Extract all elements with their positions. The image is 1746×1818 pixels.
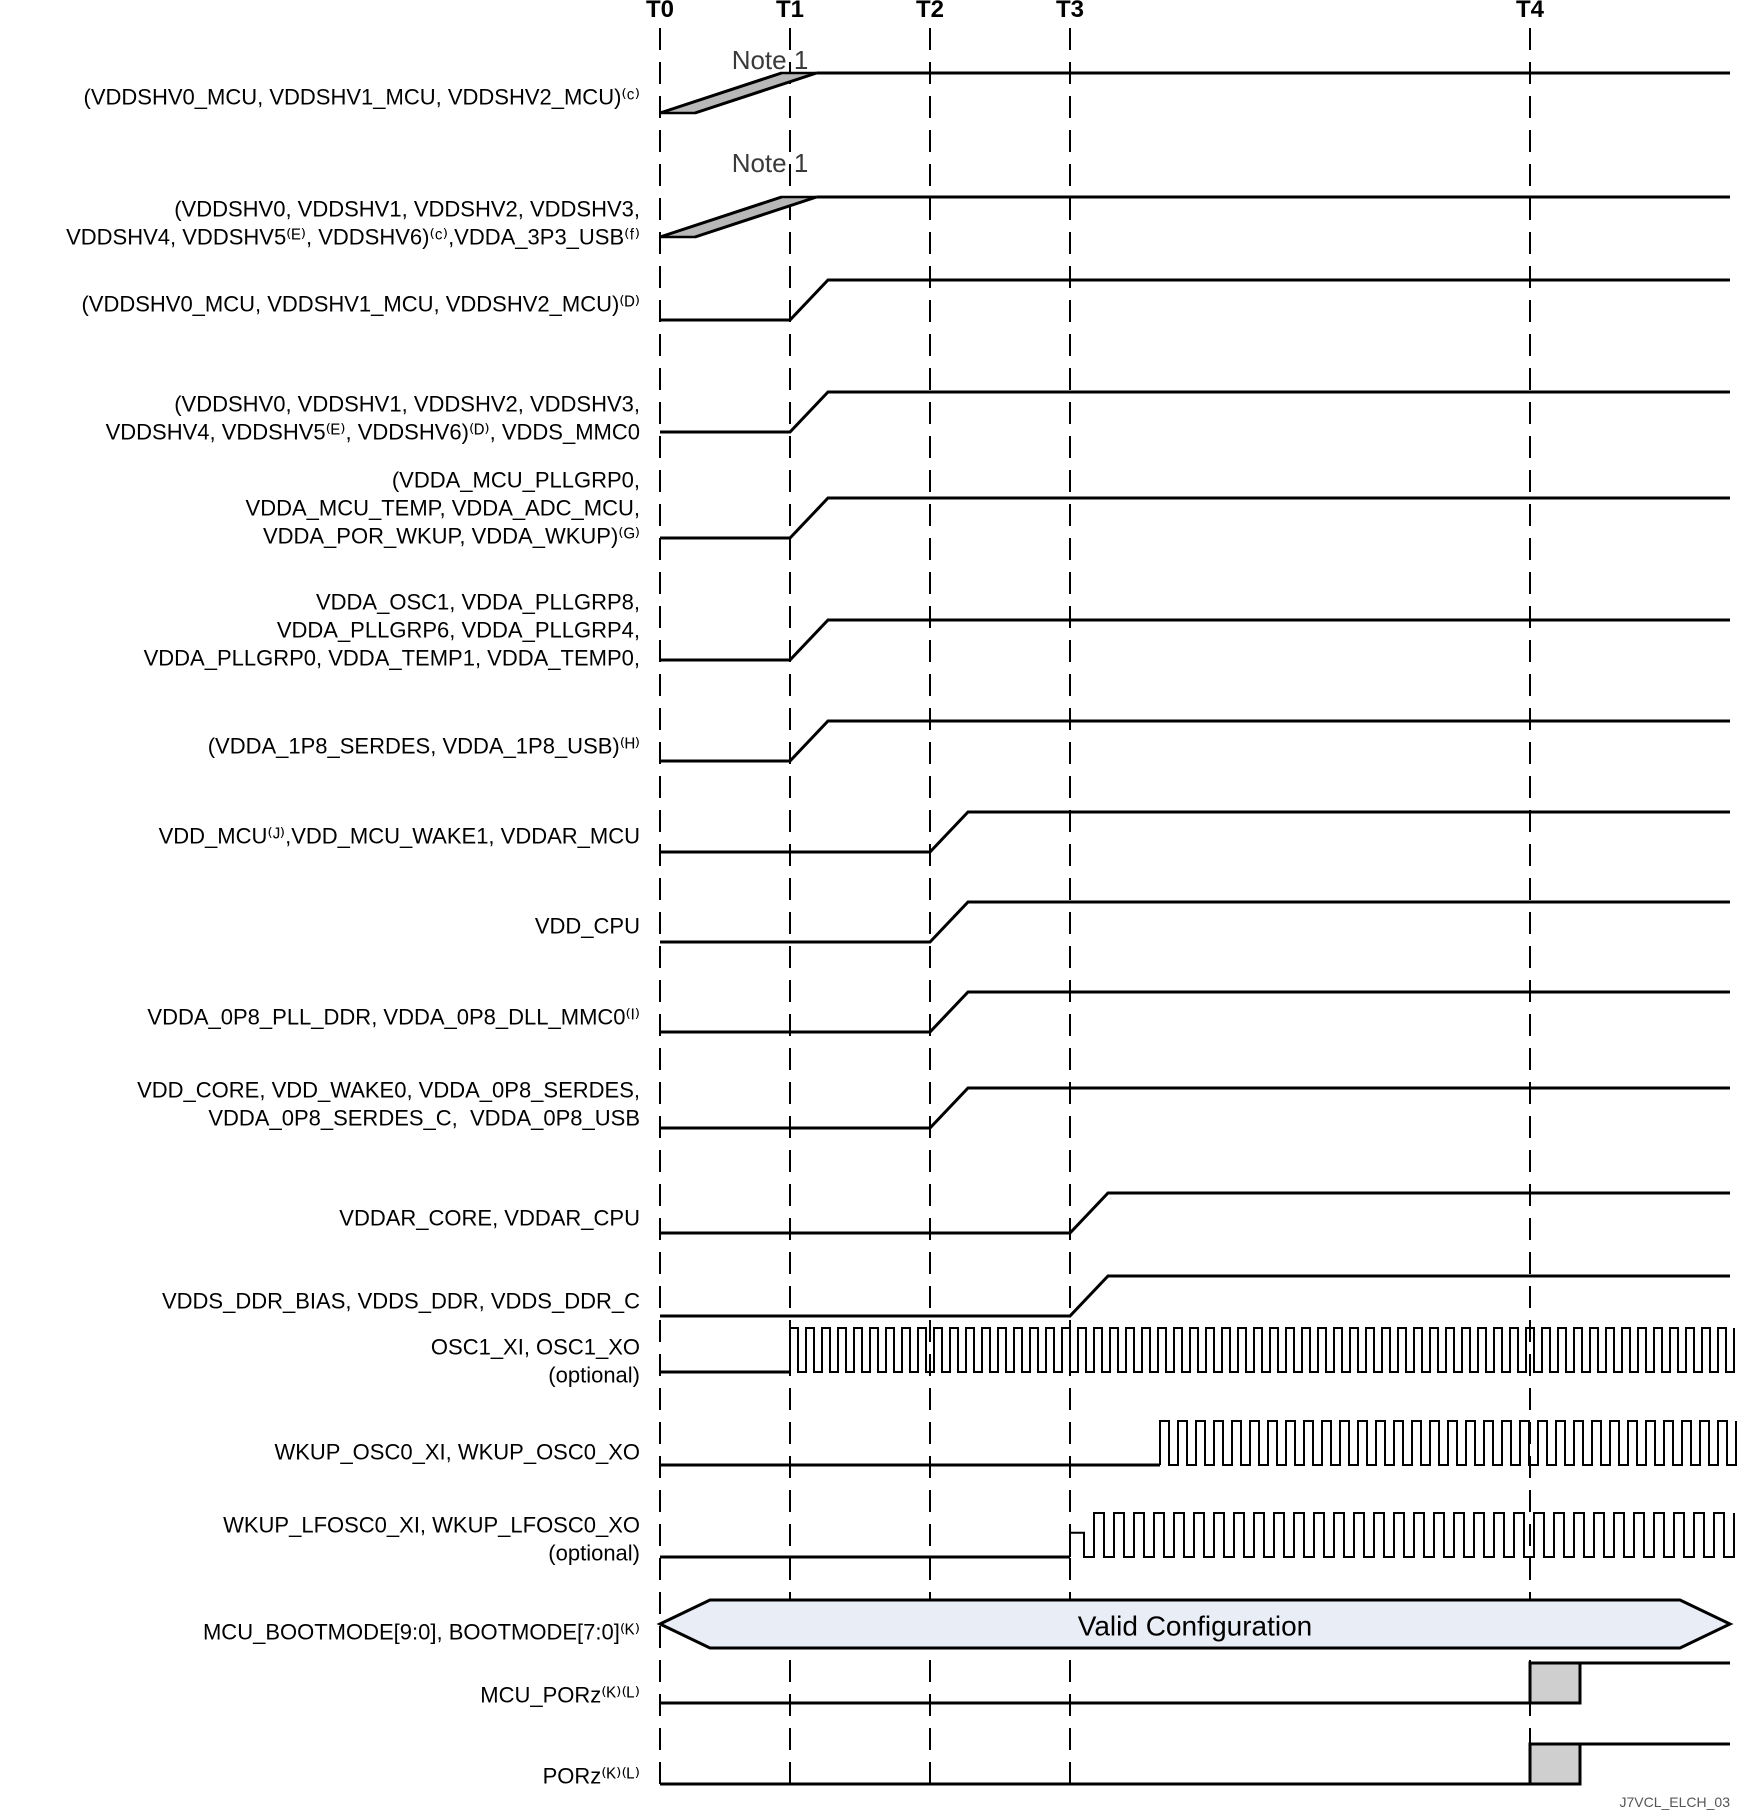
signal-label-3-1: VDDSHV4, VDDSHV5⁽ᴱ⁾, VDDSHV6)⁽ᴰ⁾, VDDS_M… (106, 420, 640, 445)
signal-label-3-0: (VDDSHV0, VDDSHV1, VDDSHV2, VDDSHV3, (174, 392, 640, 417)
signal-label-7-0: VDD_MCU⁽ᴶ⁾,VDD_MCU_WAKE1, VDDAR_MCU (159, 824, 640, 849)
signal-label-15-1: (optional) (548, 1541, 640, 1566)
signal-trace-6 (660, 721, 1730, 761)
tick-label-T2: T2 (916, 0, 944, 23)
tick-label-T1: T1 (776, 0, 804, 23)
diagram-id: J7VCL_ELCH_03 (1619, 1794, 1730, 1810)
signal-label-11-0: VDDAR_CORE, VDDAR_CPU (339, 1206, 640, 1231)
signal-label-2-0: (VDDSHV0_MCU, VDDSHV1_MCU, VDDSHV2_MCU)⁽… (81, 292, 640, 317)
clock-trace-13 (790, 1328, 1734, 1372)
signal-label-4-0: (VDDA_MCU_PLLGRP0, (392, 468, 640, 493)
signal-trace-2 (660, 280, 1730, 320)
ramp-shade-0 (660, 73, 817, 113)
por-window-17 (1530, 1663, 1580, 1703)
clock-trace-15 (1070, 1513, 1734, 1557)
signal-label-10-0: VDD_CORE, VDD_WAKE0, VDDA_0P8_SERDES, (137, 1078, 640, 1103)
signal-label-10-1: VDDA_0P8_SERDES_C, VDDA_0P8_USB (208, 1106, 640, 1131)
signal-trace-10 (660, 1088, 1730, 1128)
ramp-shade-1 (660, 197, 817, 237)
signal-trace-3 (660, 392, 1730, 432)
signal-label-12-0: VDDS_DDR_BIAS, VDDS_DDR, VDDS_DDR_C (162, 1289, 640, 1314)
signal-label-17-0: MCU_PORz⁽ᴷ⁾⁽ᴸ⁾ (480, 1683, 640, 1708)
signal-trace-5 (660, 620, 1730, 660)
note-1: Note 1 (732, 148, 809, 178)
por-window-18 (1530, 1744, 1580, 1784)
tick-label-T0: T0 (646, 0, 674, 23)
signal-label-15-0: WKUP_LFOSC0_XI, WKUP_LFOSC0_XO (223, 1513, 640, 1538)
signal-label-1-0: (VDDSHV0, VDDSHV1, VDDSHV2, VDDSHV3, (174, 197, 640, 222)
signal-label-4-2: VDDA_POR_WKUP, VDDA_WKUP)⁽ᴳ⁾ (263, 524, 640, 549)
signal-label-16-0: MCU_BOOTMODE[9:0], BOOTMODE[7:0]⁽ᴷ⁾ (203, 1620, 640, 1645)
signal-trace-7 (660, 812, 1730, 852)
signal-label-8-0: VDD_CPU (535, 914, 640, 939)
signal-label-13-0: OSC1_XI, OSC1_XO (431, 1335, 640, 1360)
bus-text: Valid Configuration (1078, 1611, 1313, 1642)
signal-label-13-1: (optional) (548, 1363, 640, 1388)
tick-label-T3: T3 (1056, 0, 1084, 23)
tick-label-T4: T4 (1516, 0, 1545, 23)
signal-label-9-0: VDDA_0P8_PLL_DDR, VDDA_0P8_DLL_MMC0⁽ᴵ⁾ (147, 1005, 640, 1030)
signal-label-4-1: VDDA_MCU_TEMP, VDDA_ADC_MCU, (246, 496, 640, 521)
signal-label-5-2: VDDA_PLLGRP0, VDDA_TEMP1, VDDA_TEMP0, (144, 646, 640, 671)
signal-label-1-1: VDDSHV4, VDDSHV5⁽ᴱ⁾, VDDSHV6)⁽ᶜ⁾,VDDA_3P… (66, 225, 640, 250)
signal-trace-4 (660, 498, 1730, 538)
clock-trace-14 (1160, 1421, 1736, 1465)
signal-label-6-0: (VDDA_1P8_SERDES, VDDA_1P8_USB)⁽ᴴ⁾ (208, 734, 640, 759)
signal-trace-9 (660, 992, 1730, 1032)
signal-trace-11 (660, 1193, 1730, 1233)
signal-label-5-1: VDDA_PLLGRP6, VDDA_PLLGRP4, (277, 618, 640, 643)
signal-trace-12 (660, 1276, 1730, 1316)
signal-label-14-0: WKUP_OSC0_XI, WKUP_OSC0_XO (274, 1440, 640, 1465)
signal-label-18-0: PORz⁽ᴷ⁾⁽ᴸ⁾ (543, 1764, 640, 1789)
timing-diagram: T0 T1 T2 T3 T4 Note 1 Note 1 (VDDSHV0_MCU, VDDS… (0, 0, 1746, 1818)
signal-label-0-0: (VDDSHV0_MCU, VDDSHV1_MCU, VDDSHV2_MCU)⁽… (84, 85, 640, 110)
signal-label-5-0: VDDA_OSC1, VDDA_PLLGRP8, (316, 590, 640, 615)
signal-trace-8 (660, 902, 1730, 942)
note-0: Note 1 (732, 45, 809, 75)
